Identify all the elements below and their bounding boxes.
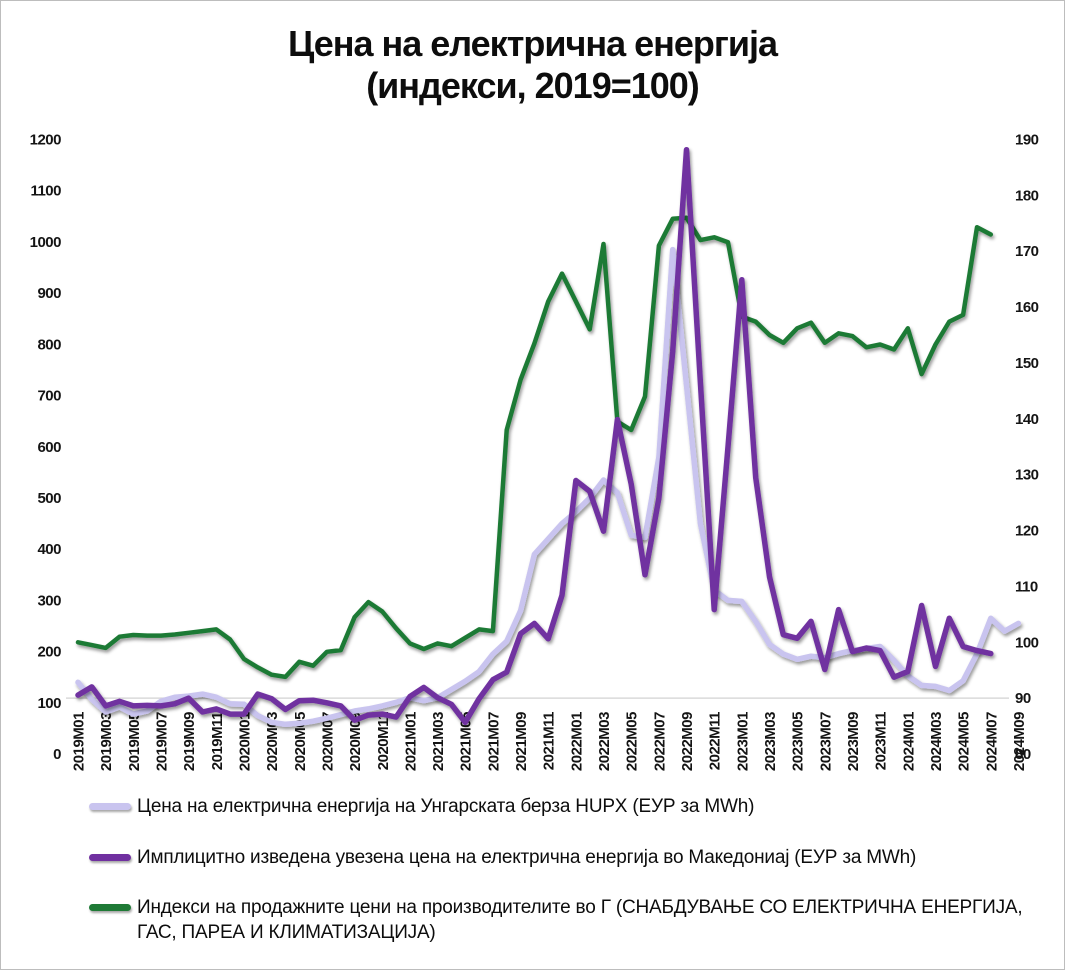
x-axis-tick: 2020M03: [264, 712, 281, 771]
right-axis-tick: 100: [1015, 634, 1039, 651]
x-axis-tick: 2019M01: [71, 712, 88, 771]
x-axis-tick: 2022M03: [596, 712, 613, 771]
producer-price-index-series-line: [75, 215, 994, 680]
right-axis-tick: 110: [1015, 578, 1038, 595]
left-axis-tick: 1100: [30, 183, 61, 200]
left-axis-tick: 900: [37, 285, 61, 302]
x-axis-tick: 2019M09: [181, 712, 198, 771]
left-axis-tick: 300: [37, 592, 61, 609]
x-axis-tick: 2024M03: [928, 712, 945, 771]
hupx-series-swatch: [89, 803, 131, 810]
x-axis-tick: 2022M01: [568, 712, 585, 771]
legend-label-producer-price-index: Индекси на продажните цени на производит…: [137, 897, 1023, 944]
x-axis-tick: 2020M09: [347, 712, 364, 771]
right-axis-tick: 90: [1015, 690, 1031, 707]
hupx-series-line: [75, 246, 1022, 728]
x-axis-tick: 2023M05: [790, 712, 807, 771]
legend-item-hupx: Цена на електрична енергија на Унгарскат…: [89, 795, 1039, 820]
left-axis-tick: 800: [37, 336, 61, 353]
right-axis-tick: 150: [1015, 355, 1039, 372]
x-axis-tick: 2019M07: [153, 712, 170, 771]
x-axis-tick: 2022M05: [624, 712, 641, 771]
legend-label-hupx: Цена на електрична енергија на Унгарскат…: [137, 796, 755, 817]
right-axis-tick: 120: [1015, 523, 1039, 540]
left-axis-tick: 1000: [30, 234, 62, 251]
left-axis-tick: 600: [37, 439, 61, 456]
x-axis-tick: 2019M11: [209, 712, 226, 770]
left-axis-tick: 100: [37, 695, 61, 712]
x-axis-tick: 2019M05: [126, 712, 143, 771]
x-axis-tick: 2020M01: [236, 712, 253, 771]
x-axis-tick: 2021M09: [513, 712, 530, 771]
x-axis-tick: 2022M09: [679, 712, 696, 771]
x-axis-tick: 2023M11: [873, 712, 890, 770]
x-axis-tick: 2023M07: [817, 712, 834, 771]
x-axis-tick: 2021M07: [485, 712, 502, 771]
x-axis-tick: 2024M01: [900, 712, 917, 771]
producer-price-index-series-swatch: [89, 904, 131, 912]
x-axis-tick: 2024M07: [983, 712, 1000, 771]
legend-item-producer-price-index: Индекси на продажните цени на производит…: [89, 896, 1039, 945]
x-axis-tick: 2024M05: [956, 712, 973, 771]
x-axis-tick: 2024M09: [1011, 712, 1028, 771]
x-axis-tick: 2022M07: [651, 712, 668, 771]
right-axis-tick: 140: [1015, 411, 1039, 428]
chart-title-line1: Цена на електрична енергија: [287, 23, 778, 64]
x-axis-tick: 2022M11: [707, 712, 724, 770]
x-axis-tick: 2020M05: [292, 712, 309, 771]
left-axis-tick: 700: [37, 388, 61, 405]
left-axis-tick: 200: [37, 644, 61, 661]
x-axis-tick: 2021M01: [402, 712, 419, 771]
x-axis-tick: 2020M11: [375, 712, 392, 770]
x-axis-tick: 2021M05: [458, 712, 475, 771]
legend-item-import-price: Имплицитно изведена увезена цена на елек…: [89, 846, 1039, 871]
x-axis-tick: 2023M09: [845, 712, 862, 771]
import-price-series-swatch: [89, 853, 131, 861]
right-axis-tick: 190: [1015, 132, 1039, 149]
chart-title-line2: (индекси, 2019=100): [366, 65, 700, 107]
right-axis-tick: 180: [1015, 187, 1039, 204]
price-line-chart: 0100200300400500600700800900100011001200…: [30, 132, 1040, 772]
x-axis-tick: 2020M07: [319, 712, 336, 771]
x-axis-tick: 2023M03: [762, 712, 779, 771]
left-axis-tick: 400: [37, 541, 61, 558]
right-axis-tick: 80: [1015, 746, 1031, 763]
right-axis-tick-labels: 80 90 100 110 120 130 140 150 160 170 180 190: [1015, 132, 1039, 764]
x-axis-tick: 2019M03: [98, 712, 115, 771]
chart-legend: Цена на електрична енергија на Унгарскат…: [89, 795, 1039, 969]
left-axis-tick: 500: [37, 490, 61, 507]
import-price-series-line: [75, 146, 994, 726]
x-axis-tick-labels: 2019M01 2019M03 2019M05 2019M07 2019M09 2019M…: [71, 712, 1028, 771]
x-axis-tick: 2021M11: [541, 712, 558, 770]
x-axis-tick: 2023M01: [734, 712, 751, 771]
chart-title: Цена на електрична енергија (индекси, 20…: [1, 23, 1064, 108]
x-axis-tick: 2021M03: [430, 712, 447, 771]
left-axis-tick-labels: 0 100 200 300 400 500 600 700 800 900 1000 1100 1200: [30, 132, 62, 764]
left-axis-tick: 0: [53, 746, 61, 763]
right-axis-tick: 160: [1015, 299, 1039, 316]
right-axis-tick: 130: [1015, 467, 1039, 484]
right-axis-tick: 170: [1015, 243, 1039, 260]
legend-label-import-price: Имплицитно изведена увезена цена на елек…: [137, 846, 917, 868]
left-axis-tick: 1200: [30, 132, 62, 149]
